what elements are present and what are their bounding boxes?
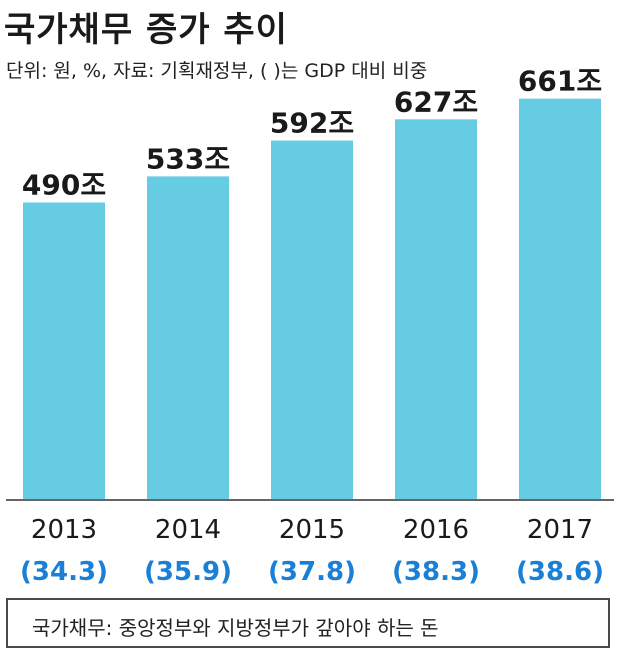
x-tick-label-2015: 2015	[279, 515, 345, 545]
footnote-text: 국가채무: 중앙정부와 지방정부가 갚아야 하는 돈	[32, 616, 439, 640]
bar-2016	[395, 119, 477, 501]
bar-2015	[271, 140, 353, 501]
value-label-2014: 533조	[146, 142, 230, 175]
chart-subtitle: 단위: 원, %, 자료: 기획재정부, ( )는 GDP 대비 비중	[6, 60, 428, 82]
value-label-2016: 627조	[394, 85, 478, 118]
x-tick-label-2016: 2016	[403, 515, 469, 545]
gdp-ratio-label-2014: (35.9)	[144, 557, 232, 587]
gdp-ratio-label-2016: (38.3)	[392, 557, 480, 587]
bar-2017	[519, 98, 601, 500]
bar-2013	[23, 202, 105, 500]
gdp-ratio-label-2017: (38.6)	[516, 557, 604, 587]
chart-title: 국가채무 증가 추이	[4, 10, 288, 50]
value-label-2017: 661조	[518, 65, 602, 98]
footnote-box: 국가채무: 중앙정부와 지방정부가 갚아야 하는 돈	[6, 598, 610, 648]
gdp-ratio-label-2015: (37.8)	[268, 557, 356, 587]
bar-2014	[147, 176, 229, 500]
gdp-ratio-label-2013: (34.3)	[20, 557, 108, 587]
value-label-2013: 490조	[22, 169, 106, 202]
x-tick-label-2013: 2013	[31, 515, 97, 545]
value-label-2015: 592조	[270, 107, 354, 140]
x-tick-label-2014: 2014	[155, 515, 221, 545]
x-tick-label-2017: 2017	[527, 515, 593, 545]
